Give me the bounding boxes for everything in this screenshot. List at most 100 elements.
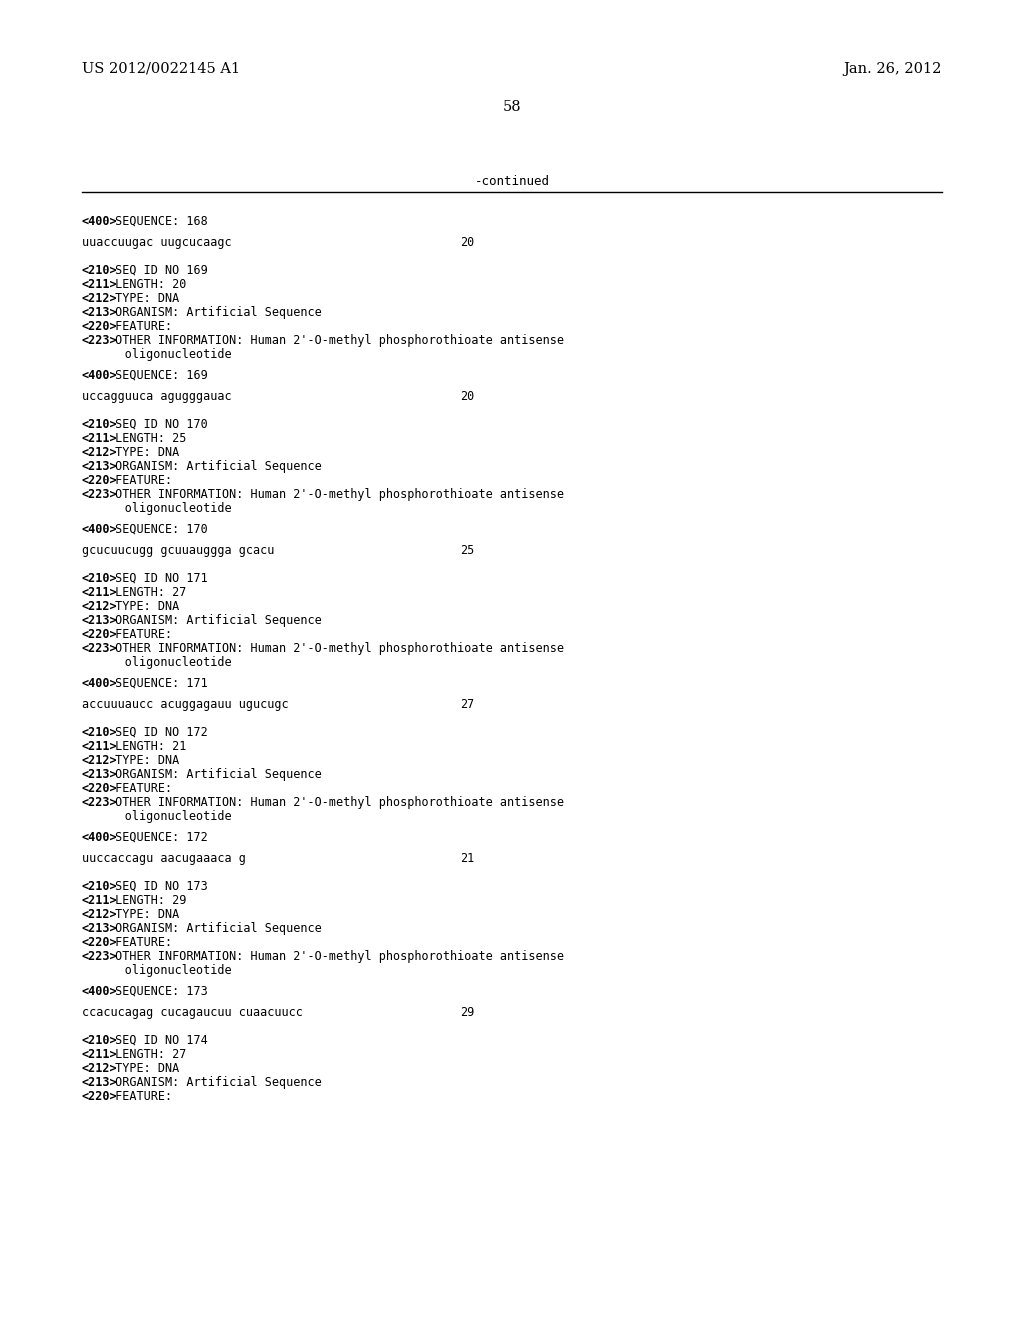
Text: <212>: <212> (82, 601, 118, 612)
Text: LENGTH: 27: LENGTH: 27 (108, 586, 186, 599)
Text: LENGTH: 21: LENGTH: 21 (108, 741, 186, 752)
Text: OTHER INFORMATION: Human 2'-O-methyl phosphorothioate antisense: OTHER INFORMATION: Human 2'-O-methyl pho… (108, 488, 563, 502)
Text: SEQUENCE: 170: SEQUENCE: 170 (108, 523, 207, 536)
Text: OTHER INFORMATION: Human 2'-O-methyl phosphorothioate antisense: OTHER INFORMATION: Human 2'-O-methyl pho… (108, 796, 563, 809)
Text: <211>: <211> (82, 586, 118, 599)
Text: <213>: <213> (82, 768, 118, 781)
Text: 27: 27 (460, 698, 474, 711)
Text: <220>: <220> (82, 628, 118, 642)
Text: <211>: <211> (82, 894, 118, 907)
Text: ORGANISM: Artificial Sequence: ORGANISM: Artificial Sequence (108, 459, 322, 473)
Text: uuaccuugac uugcucaagc: uuaccuugac uugcucaagc (82, 236, 231, 249)
Text: OTHER INFORMATION: Human 2'-O-methyl phosphorothioate antisense: OTHER INFORMATION: Human 2'-O-methyl pho… (108, 334, 563, 347)
Text: <210>: <210> (82, 726, 118, 739)
Text: SEQ ID NO 171: SEQ ID NO 171 (108, 572, 207, 585)
Text: <213>: <213> (82, 614, 118, 627)
Text: ORGANISM: Artificial Sequence: ORGANISM: Artificial Sequence (108, 614, 322, 627)
Text: -continued: -continued (474, 176, 550, 187)
Text: <220>: <220> (82, 319, 118, 333)
Text: <211>: <211> (82, 741, 118, 752)
Text: 20: 20 (460, 389, 474, 403)
Text: SEQ ID NO 170: SEQ ID NO 170 (108, 418, 207, 432)
Text: LENGTH: 25: LENGTH: 25 (108, 432, 186, 445)
Text: 20: 20 (460, 236, 474, 249)
Text: <211>: <211> (82, 432, 118, 445)
Text: <213>: <213> (82, 306, 118, 319)
Text: <213>: <213> (82, 921, 118, 935)
Text: <212>: <212> (82, 908, 118, 921)
Text: ORGANISM: Artificial Sequence: ORGANISM: Artificial Sequence (108, 306, 322, 319)
Text: <400>: <400> (82, 370, 118, 381)
Text: SEQUENCE: 168: SEQUENCE: 168 (108, 215, 207, 228)
Text: uccagguuca agugggauac: uccagguuca agugggauac (82, 389, 231, 403)
Text: OTHER INFORMATION: Human 2'-O-methyl phosphorothioate antisense: OTHER INFORMATION: Human 2'-O-methyl pho… (108, 642, 563, 655)
Text: <223>: <223> (82, 796, 118, 809)
Text: <210>: <210> (82, 264, 118, 277)
Text: SEQUENCE: 173: SEQUENCE: 173 (108, 985, 207, 998)
Text: oligonucleotide: oligonucleotide (82, 656, 231, 669)
Text: gcucuucugg gcuuauggga gcacu: gcucuucugg gcuuauggga gcacu (82, 544, 274, 557)
Text: oligonucleotide: oligonucleotide (82, 502, 231, 515)
Text: ccacucagag cucagaucuu cuaacuucc: ccacucagag cucagaucuu cuaacuucc (82, 1006, 303, 1019)
Text: <210>: <210> (82, 572, 118, 585)
Text: uuccaccagu aacugaaaca g: uuccaccagu aacugaaaca g (82, 851, 246, 865)
Text: <223>: <223> (82, 334, 118, 347)
Text: <400>: <400> (82, 677, 118, 690)
Text: SEQ ID NO 173: SEQ ID NO 173 (108, 880, 207, 894)
Text: LENGTH: 27: LENGTH: 27 (108, 1048, 186, 1061)
Text: <212>: <212> (82, 1063, 118, 1074)
Text: 58: 58 (503, 100, 521, 114)
Text: <400>: <400> (82, 215, 118, 228)
Text: <213>: <213> (82, 1076, 118, 1089)
Text: TYPE: DNA: TYPE: DNA (108, 292, 179, 305)
Text: FEATURE:: FEATURE: (108, 781, 172, 795)
Text: oligonucleotide: oligonucleotide (82, 810, 231, 822)
Text: <220>: <220> (82, 1090, 118, 1104)
Text: SEQUENCE: 172: SEQUENCE: 172 (108, 832, 207, 843)
Text: <220>: <220> (82, 781, 118, 795)
Text: ORGANISM: Artificial Sequence: ORGANISM: Artificial Sequence (108, 768, 322, 781)
Text: Jan. 26, 2012: Jan. 26, 2012 (844, 62, 942, 77)
Text: ORGANISM: Artificial Sequence: ORGANISM: Artificial Sequence (108, 1076, 322, 1089)
Text: <212>: <212> (82, 754, 118, 767)
Text: FEATURE:: FEATURE: (108, 936, 172, 949)
Text: <400>: <400> (82, 523, 118, 536)
Text: FEATURE:: FEATURE: (108, 319, 172, 333)
Text: oligonucleotide: oligonucleotide (82, 964, 231, 977)
Text: FEATURE:: FEATURE: (108, 628, 172, 642)
Text: <210>: <210> (82, 418, 118, 432)
Text: SEQUENCE: 169: SEQUENCE: 169 (108, 370, 207, 381)
Text: 25: 25 (460, 544, 474, 557)
Text: <211>: <211> (82, 1048, 118, 1061)
Text: LENGTH: 20: LENGTH: 20 (108, 279, 186, 290)
Text: <213>: <213> (82, 459, 118, 473)
Text: <211>: <211> (82, 279, 118, 290)
Text: <400>: <400> (82, 832, 118, 843)
Text: <220>: <220> (82, 936, 118, 949)
Text: SEQ ID NO 174: SEQ ID NO 174 (108, 1034, 207, 1047)
Text: OTHER INFORMATION: Human 2'-O-methyl phosphorothioate antisense: OTHER INFORMATION: Human 2'-O-methyl pho… (108, 950, 563, 964)
Text: <210>: <210> (82, 880, 118, 894)
Text: <212>: <212> (82, 292, 118, 305)
Text: <223>: <223> (82, 642, 118, 655)
Text: accuuuaucc acuggagauu ugucugc: accuuuaucc acuggagauu ugucugc (82, 698, 289, 711)
Text: <400>: <400> (82, 985, 118, 998)
Text: oligonucleotide: oligonucleotide (82, 348, 231, 360)
Text: LENGTH: 29: LENGTH: 29 (108, 894, 186, 907)
Text: TYPE: DNA: TYPE: DNA (108, 908, 179, 921)
Text: <210>: <210> (82, 1034, 118, 1047)
Text: <220>: <220> (82, 474, 118, 487)
Text: US 2012/0022145 A1: US 2012/0022145 A1 (82, 62, 240, 77)
Text: SEQ ID NO 169: SEQ ID NO 169 (108, 264, 207, 277)
Text: SEQ ID NO 172: SEQ ID NO 172 (108, 726, 207, 739)
Text: ORGANISM: Artificial Sequence: ORGANISM: Artificial Sequence (108, 921, 322, 935)
Text: <223>: <223> (82, 950, 118, 964)
Text: TYPE: DNA: TYPE: DNA (108, 754, 179, 767)
Text: TYPE: DNA: TYPE: DNA (108, 601, 179, 612)
Text: TYPE: DNA: TYPE: DNA (108, 1063, 179, 1074)
Text: <223>: <223> (82, 488, 118, 502)
Text: FEATURE:: FEATURE: (108, 474, 172, 487)
Text: <212>: <212> (82, 446, 118, 459)
Text: FEATURE:: FEATURE: (108, 1090, 172, 1104)
Text: SEQUENCE: 171: SEQUENCE: 171 (108, 677, 207, 690)
